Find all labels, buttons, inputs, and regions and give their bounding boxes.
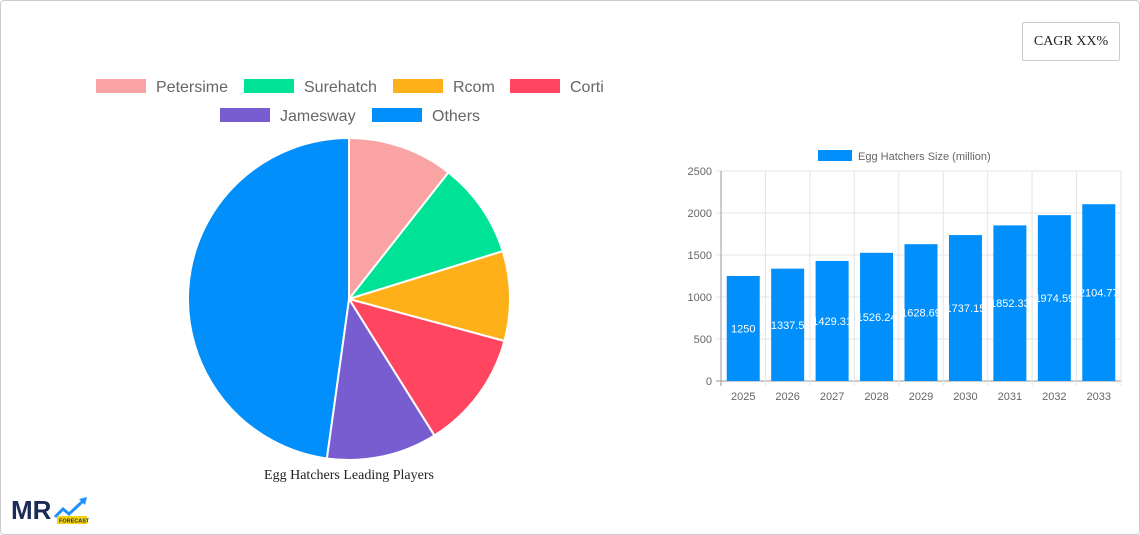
legend-label: Others <box>432 108 480 125</box>
legend-swatch <box>220 108 270 122</box>
x-tick-label: 2033 <box>1087 391 1111 403</box>
y-tick-label: 2000 <box>688 208 712 220</box>
pie-slice-jamesway <box>325 296 436 461</box>
bar-2033 <box>1082 204 1116 381</box>
bar-data-label: 1429.31 <box>812 316 852 328</box>
svg-text:FORECAST: FORECAST <box>59 519 90 525</box>
legend-swatch <box>96 79 146 93</box>
x-tick-label: 2025 <box>731 391 755 403</box>
legend-label: Rcom <box>453 79 495 96</box>
x-tick-label: 2027 <box>820 391 844 403</box>
legend-label: Surehatch <box>304 79 377 96</box>
bar-data-label: 1737.15 <box>946 303 986 315</box>
bar-2030 <box>948 235 982 381</box>
bar-2032 <box>1037 215 1071 381</box>
bar-data-label: 1852.33 <box>990 298 1030 310</box>
legend-swatch <box>393 79 443 93</box>
x-tick-label: 2032 <box>1042 391 1066 403</box>
x-tick-label: 2030 <box>953 391 977 403</box>
bar-2025 <box>726 276 760 381</box>
pie-slice-surehatch <box>346 171 504 301</box>
legend-label: Corti <box>570 79 604 96</box>
bar-data-label: 2104.77 <box>1079 288 1119 300</box>
y-tick-label: 1000 <box>688 292 712 304</box>
pie-chart-title: Egg Hatchers Leading Players <box>264 468 434 483</box>
bar-2028 <box>860 252 894 381</box>
legend-label: Petersime <box>156 79 228 96</box>
x-tick-label: 2026 <box>775 391 799 403</box>
bar-2026 <box>771 268 805 381</box>
svg-text:MR: MR <box>11 495 52 525</box>
y-tick-label: 2500 <box>688 166 712 178</box>
mr-forecast-logo: MR FORECAST <box>11 495 91 532</box>
legend-label: Jamesway <box>280 108 356 125</box>
x-tick-label: 2029 <box>909 391 933 403</box>
pie-slice-rcom <box>345 249 511 343</box>
x-tick-label: 2028 <box>864 391 888 403</box>
bar-data-label: 1250 <box>731 324 755 336</box>
bar-legend-label: Egg Hatchers Size (million) <box>858 151 991 163</box>
bar-2027 <box>815 260 849 381</box>
bar-legend-swatch <box>818 150 852 161</box>
bar-data-label: 1628.69 <box>901 308 941 320</box>
pie-slice-corti <box>346 297 506 437</box>
legend-swatch <box>510 79 560 93</box>
pie-slice-petersime <box>348 136 450 302</box>
legend-swatch <box>244 79 294 93</box>
x-tick-label: 2031 <box>998 391 1022 403</box>
y-tick-label: 500 <box>694 334 712 346</box>
y-tick-label: 0 <box>706 376 712 388</box>
pie-slice-others <box>187 136 350 460</box>
legend-swatch <box>372 108 422 122</box>
bar-data-label: 1526.24 <box>857 312 897 324</box>
bar-data-label: 1337.5 <box>771 320 805 332</box>
y-tick-label: 1500 <box>688 250 712 262</box>
cagr-badge: CAGR XX% <box>1022 22 1120 61</box>
bar-2031 <box>993 225 1027 381</box>
bar-data-label: 1974.59 <box>1034 293 1074 305</box>
bar-2029 <box>904 244 938 381</box>
